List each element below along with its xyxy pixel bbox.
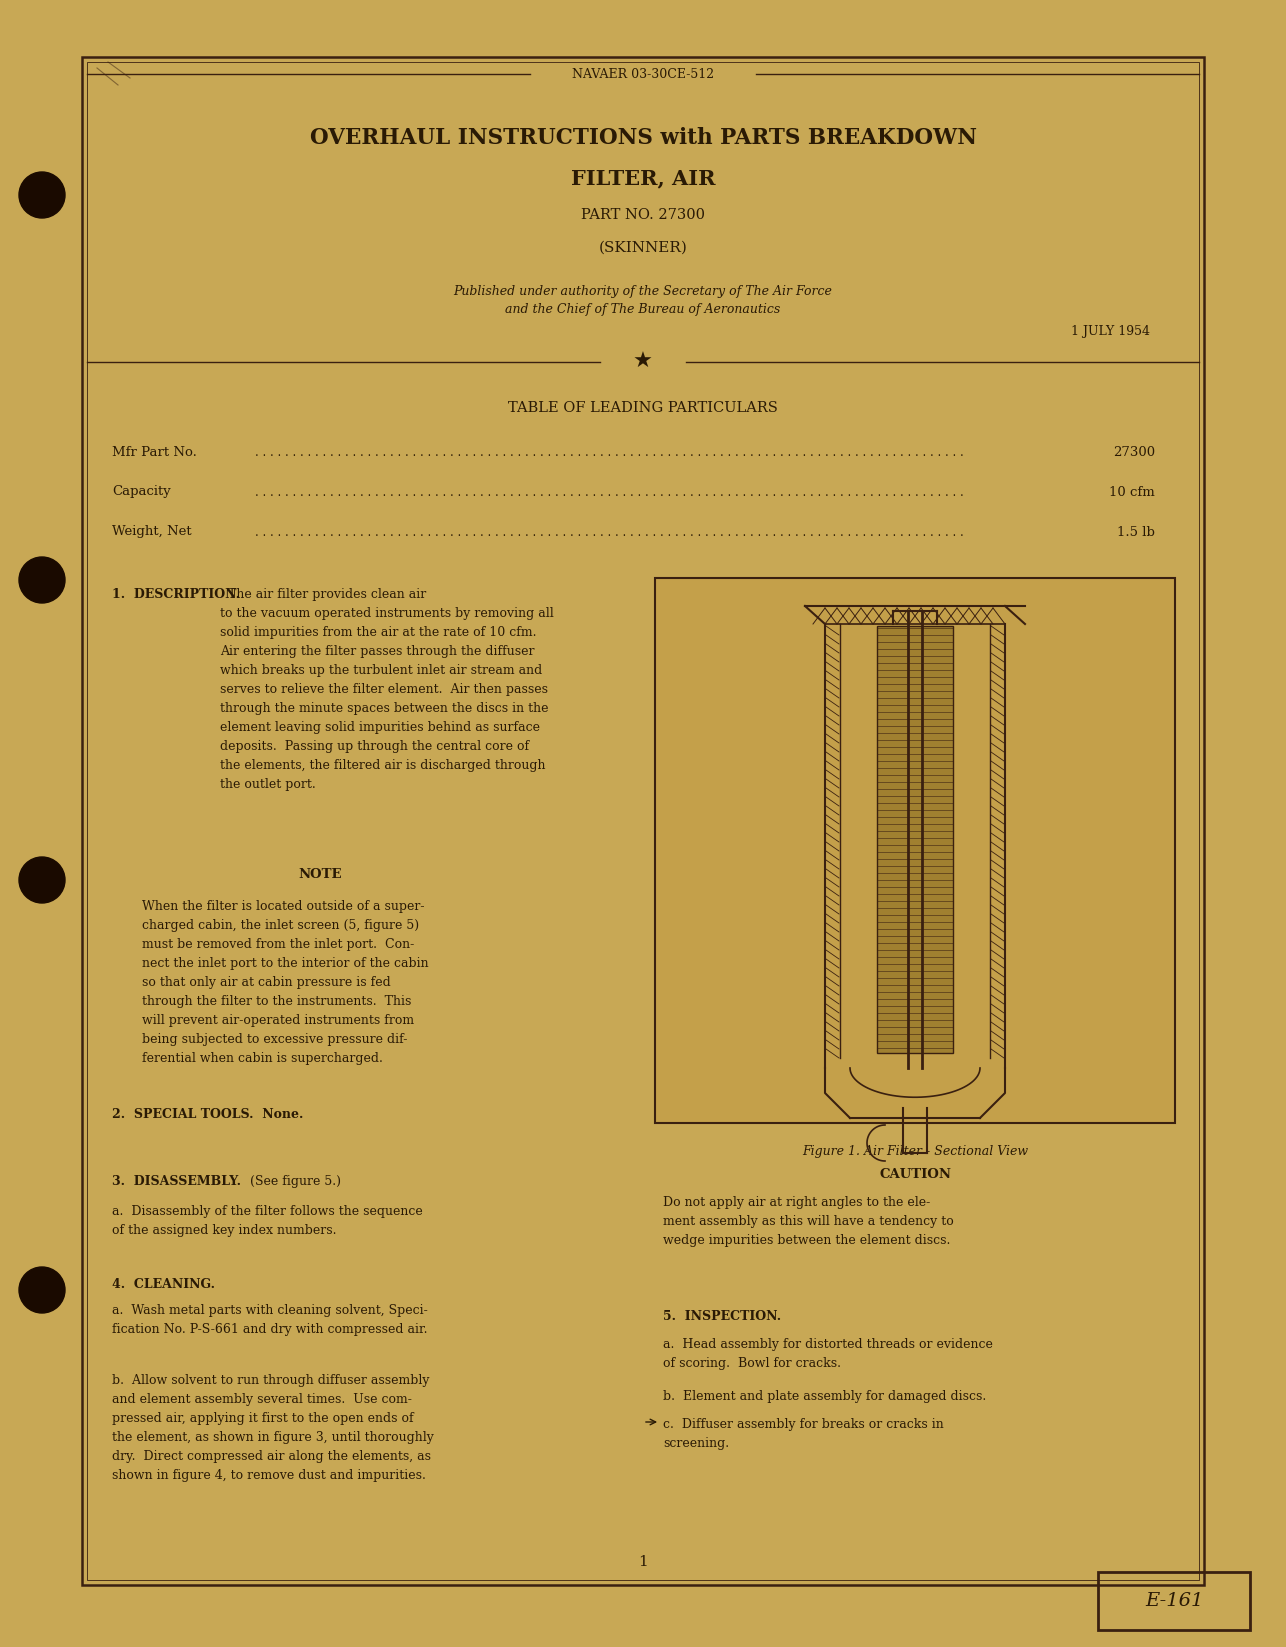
Text: Do not apply air at right angles to the ele-
ment assembly as this will have a t: Do not apply air at right angles to the … (664, 1196, 954, 1247)
Bar (87, 63, 1199, 1579)
Text: a.  Head assembly for distorted threads or evidence
of scoring.  Bowl for cracks: a. Head assembly for distorted threads o… (664, 1337, 993, 1370)
Text: NOTE: NOTE (298, 868, 342, 881)
Text: 5.  INSPECTION.: 5. INSPECTION. (664, 1309, 781, 1323)
Text: 27300: 27300 (1112, 445, 1155, 458)
Bar (877, 626, 953, 1052)
Text: (See figure 5.): (See figure 5.) (242, 1174, 341, 1187)
Text: . . . . . . . . . . . . . . . . . . . . . . . . . . . . . . . . . . . . . . . . : . . . . . . . . . . . . . . . . . . . . … (255, 486, 967, 499)
Text: 1.  DESCRIPTION.: 1. DESCRIPTION. (112, 588, 240, 601)
Circle shape (19, 171, 66, 217)
Text: OVERHAUL INSTRUCTIONS with PARTS BREAKDOWN: OVERHAUL INSTRUCTIONS with PARTS BREAKDO… (310, 127, 976, 148)
Text: and the Chief of The Bureau of Aeronautics: and the Chief of The Bureau of Aeronauti… (505, 303, 781, 316)
Text: . . . . . . . . . . . . . . . . . . . . . . . . . . . . . . . . . . . . . . . . : . . . . . . . . . . . . . . . . . . . . … (255, 445, 967, 458)
Text: b.  Allow solvent to run through diffuser assembly
and element assembly several : b. Allow solvent to run through diffuser… (112, 1374, 433, 1482)
Text: Mfr Part No.: Mfr Part No. (112, 445, 197, 458)
Text: FILTER, AIR: FILTER, AIR (571, 168, 715, 188)
Text: (SKINNER): (SKINNER) (598, 240, 688, 255)
Text: Weight, Net: Weight, Net (112, 525, 192, 539)
Bar (655, 578, 1175, 1123)
Text: When the filter is located outside of a super-
charged cabin, the inlet screen (: When the filter is located outside of a … (141, 899, 428, 1066)
Text: 3.  DISASSEMBLY.: 3. DISASSEMBLY. (112, 1174, 240, 1187)
Text: 2.  SPECIAL TOOLS.  None.: 2. SPECIAL TOOLS. None. (112, 1108, 303, 1122)
Text: 4.  CLEANING.: 4. CLEANING. (112, 1278, 215, 1291)
Text: NAVAER 03-30CE-512: NAVAER 03-30CE-512 (572, 68, 714, 81)
Text: ★: ★ (633, 352, 653, 372)
Text: 1 JULY 1954: 1 JULY 1954 (1071, 326, 1150, 339)
Bar (1098, 1571, 1250, 1631)
Text: a.  Wash metal parts with cleaning solvent, Speci-
fication No. P-S-661 and dry : a. Wash metal parts with cleaning solven… (112, 1304, 428, 1336)
Text: 1: 1 (638, 1555, 648, 1570)
Text: a.  Disassembly of the filter follows the sequence
of the assigned key index num: a. Disassembly of the filter follows the… (112, 1206, 423, 1237)
Text: . . . . . . . . . . . . . . . . . . . . . . . . . . . . . . . . . . . . . . . . : . . . . . . . . . . . . . . . . . . . . … (255, 525, 967, 539)
Text: b.  Element and plate assembly for damaged discs.: b. Element and plate assembly for damage… (664, 1390, 986, 1403)
Text: 1.5 lb: 1.5 lb (1118, 525, 1155, 539)
Text: 10 cfm: 10 cfm (1110, 486, 1155, 499)
Text: The air filter provides clean air
to the vacuum operated instruments by removing: The air filter provides clean air to the… (220, 588, 554, 791)
Text: E-161: E-161 (1145, 1593, 1204, 1611)
Text: CAUTION: CAUTION (880, 1168, 952, 1181)
Bar (82, 58, 1204, 1584)
Text: Published under authority of the Secretary of The Air Force: Published under authority of the Secreta… (454, 285, 832, 298)
Circle shape (19, 856, 66, 903)
Circle shape (19, 1267, 66, 1313)
Text: TABLE OF LEADING PARTICULARS: TABLE OF LEADING PARTICULARS (508, 400, 778, 415)
Text: Figure 1. Air Filter - Sectional View: Figure 1. Air Filter - Sectional View (802, 1145, 1028, 1158)
Text: Capacity: Capacity (112, 486, 171, 499)
Text: c.  Diffuser assembly for breaks or cracks in
screening.: c. Diffuser assembly for breaks or crack… (664, 1418, 944, 1449)
Circle shape (19, 557, 66, 603)
Text: PART NO. 27300: PART NO. 27300 (581, 208, 705, 222)
